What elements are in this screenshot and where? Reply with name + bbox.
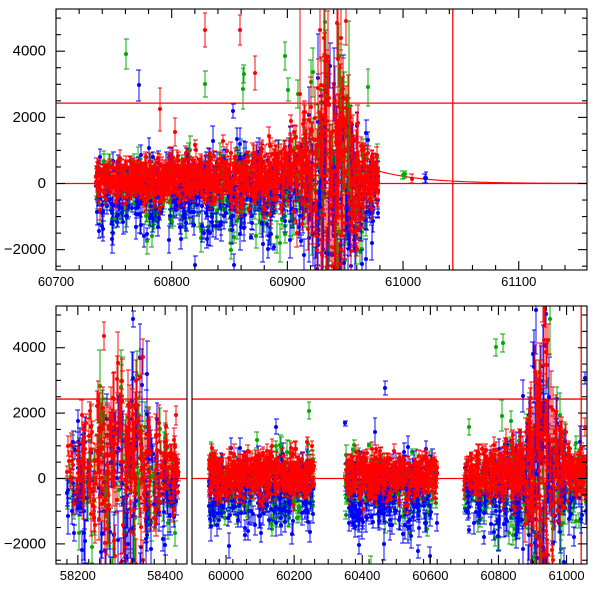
svg-text:4000: 4000 bbox=[13, 43, 46, 60]
svg-text:58400: 58400 bbox=[147, 568, 183, 583]
svg-text:0: 0 bbox=[38, 175, 46, 192]
svg-text:58200: 58200 bbox=[60, 568, 96, 583]
svg-text:61100: 61100 bbox=[501, 274, 536, 289]
svg-text:60600: 60600 bbox=[412, 568, 448, 583]
svg-text:2000: 2000 bbox=[13, 109, 46, 126]
svg-text:−2000: −2000 bbox=[4, 535, 46, 552]
svg-text:61000: 61000 bbox=[548, 568, 584, 583]
svg-text:4000: 4000 bbox=[13, 339, 46, 356]
svg-text:−2000: −2000 bbox=[4, 241, 46, 258]
svg-text:60900: 60900 bbox=[269, 274, 305, 289]
svg-text:60800: 60800 bbox=[154, 274, 190, 289]
svg-text:2000: 2000 bbox=[13, 405, 46, 422]
svg-text:60200: 60200 bbox=[276, 568, 312, 583]
svg-text:60700: 60700 bbox=[38, 274, 74, 289]
svg-text:60400: 60400 bbox=[344, 568, 380, 583]
svg-text:61000: 61000 bbox=[385, 274, 421, 289]
svg-text:60000: 60000 bbox=[208, 568, 244, 583]
svg-text:60800: 60800 bbox=[480, 568, 516, 583]
svg-text:0: 0 bbox=[38, 470, 46, 487]
